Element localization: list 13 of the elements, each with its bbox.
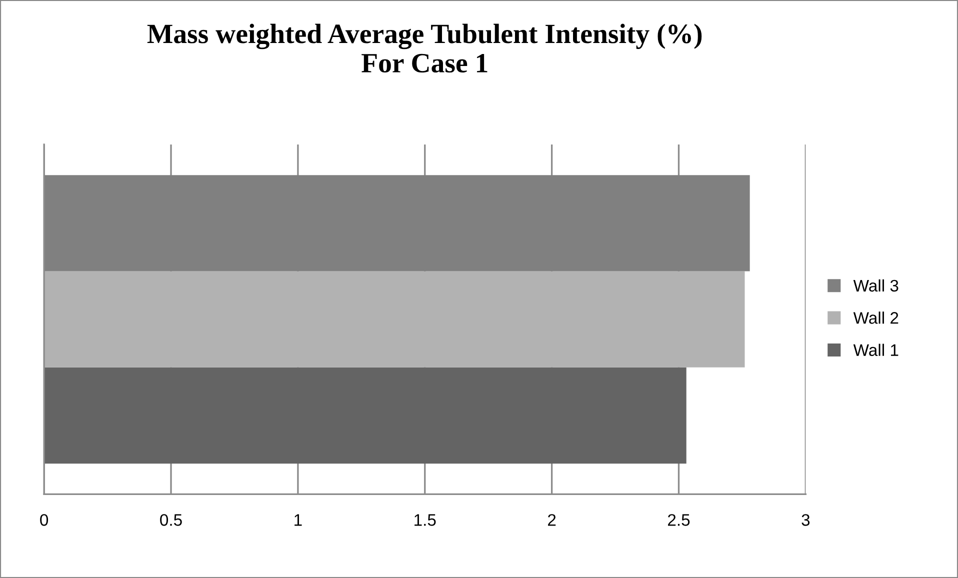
legend-label: Wall 3 [853,279,898,292]
legend-label: Wall 2 [853,312,898,324]
legend-label: Wall 1 [853,344,898,356]
x-tick-label: 2 [548,514,556,526]
x-tick-label: 0.5 [160,514,182,526]
x-tick-label: 1.5 [414,514,436,526]
chart-title: Mass weighted Average Tubulent Intensity (%) For Case 1 [147,24,702,73]
x-tick-label: 3 [802,514,810,526]
bar [44,271,745,368]
bar [44,367,686,464]
x-tick-label: 1 [294,514,302,526]
x-tick-label: 2.5 [668,514,690,526]
x-tick-label: 0 [40,514,48,526]
